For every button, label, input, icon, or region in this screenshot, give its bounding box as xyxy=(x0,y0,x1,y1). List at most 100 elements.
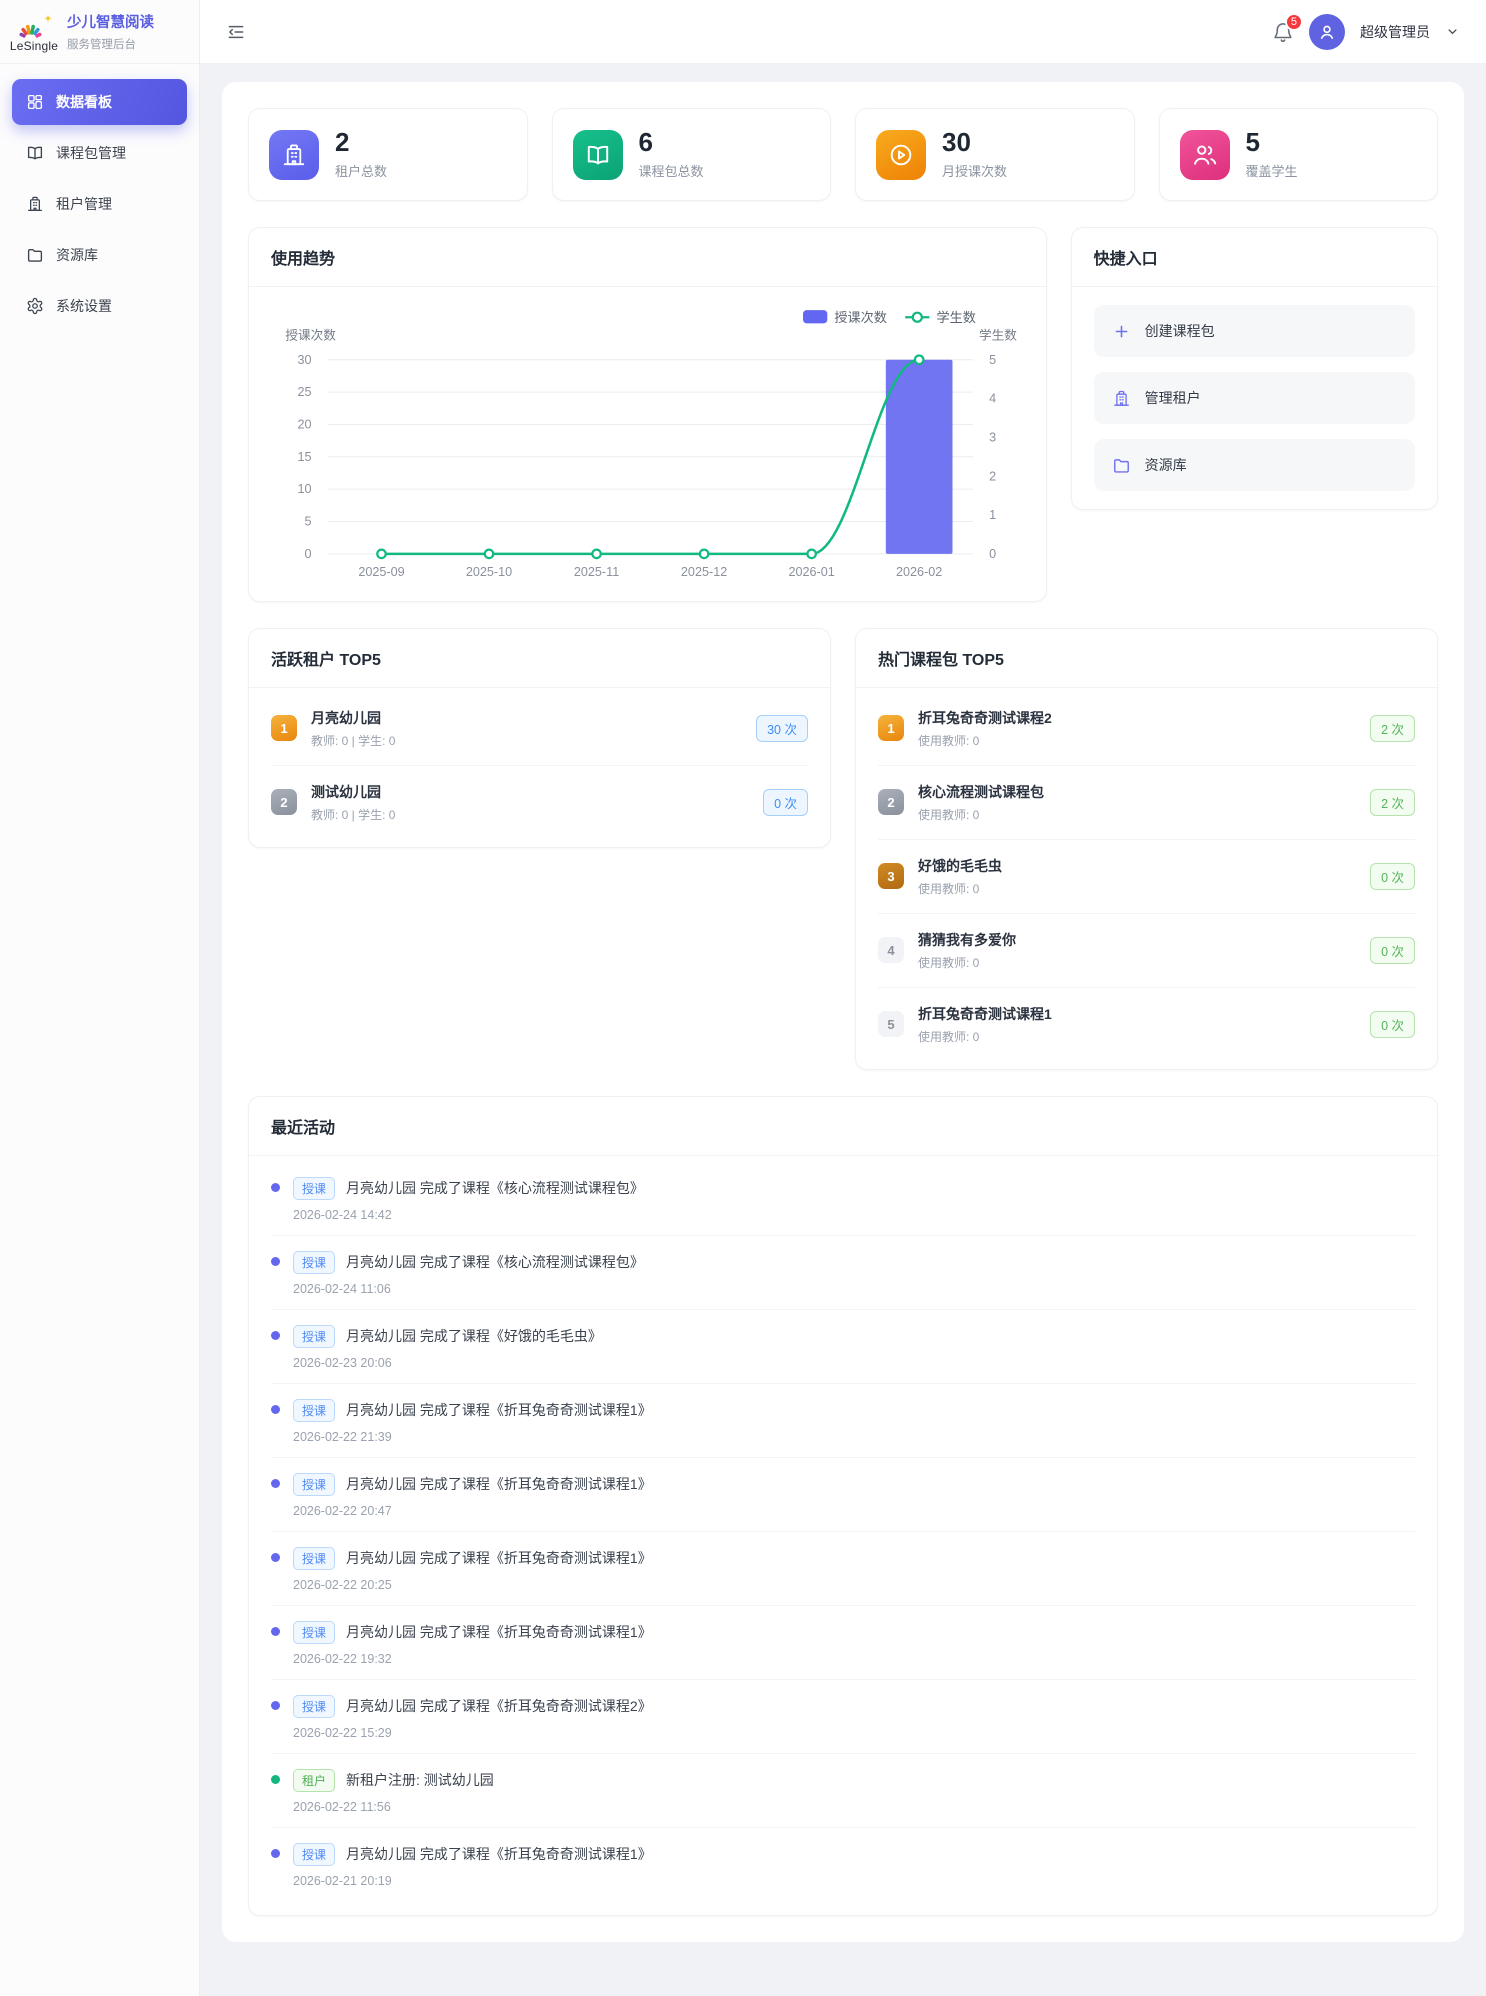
svg-text:4: 4 xyxy=(989,392,996,406)
package-meta: 使用教师: 0 xyxy=(918,1029,980,1044)
rank-badge: 1 xyxy=(271,715,297,742)
rank-badge: 5 xyxy=(878,1011,904,1038)
quick-entry-card: 快捷入口 创建课程包 管理租户 xyxy=(1070,227,1438,511)
svg-text:15: 15 xyxy=(298,450,312,464)
activity-text: 月亮幼儿园 完成了课程《折耳兔奇奇测试课程1》 xyxy=(346,1624,652,1641)
activity-dot xyxy=(271,1700,280,1710)
activity-text: 月亮幼儿园 完成了课程《折耳兔奇奇测试课程2》 xyxy=(346,1698,652,1715)
active-tenants-list: 1 月亮幼儿园 教师: 0 | 学生: 0 30 次 2 xyxy=(249,688,830,847)
activity-dot xyxy=(271,1626,280,1636)
activity-type-badge: 授课 xyxy=(293,1694,336,1718)
activity-dot xyxy=(271,1404,280,1414)
usage-count-badge: 0 次 xyxy=(1370,1010,1415,1038)
svg-text:学生数: 学生数 xyxy=(937,310,976,325)
quick-entry-item[interactable]: 创建课程包 xyxy=(1093,305,1415,358)
sidebar-menu-item[interactable]: 数据看板 xyxy=(12,79,187,125)
svg-text:20: 20 xyxy=(298,418,312,432)
stats-row: 2 租户总数 6 课程包总数 xyxy=(248,108,1438,202)
stat-label: 覆盖学生 xyxy=(1245,164,1298,180)
avatar[interactable] xyxy=(1309,13,1345,50)
activity-dot xyxy=(271,1478,280,1488)
plus-icon xyxy=(1112,322,1131,341)
svg-text:学生数: 学生数 xyxy=(979,328,1017,343)
brand-logo: LeSingle 少儿智慧阅读 服务管理后台 xyxy=(0,0,199,64)
activity-dot xyxy=(271,1552,280,1562)
collapse-sidebar-icon[interactable] xyxy=(226,22,246,42)
tenant-rank-row: 2 测试幼儿园 教师: 0 | 学生: 0 0 次 xyxy=(271,766,808,839)
usage-count-badge: 2 次 xyxy=(1370,714,1415,742)
activity-time: 2026-02-22 20:25 xyxy=(293,1577,392,1592)
svg-text:2026-02: 2026-02 xyxy=(896,565,942,579)
main-area: 5 超级管理员 2 xyxy=(200,0,1486,1996)
notifications-button[interactable]: 5 xyxy=(1272,12,1303,43)
quick-entry-title: 快捷入口 xyxy=(1071,228,1437,288)
activity-text: 月亮幼儿园 完成了课程《折耳兔奇奇测试课程1》 xyxy=(346,1476,652,1493)
activity-type-badge: 授课 xyxy=(293,1546,336,1570)
activity-dot xyxy=(271,1256,280,1266)
folder-icon xyxy=(26,246,44,264)
usage-count-badge: 0 次 xyxy=(763,788,808,816)
tenant-name: 月亮幼儿园 xyxy=(311,709,381,726)
activity-text: 月亮幼儿园 完成了课程《折耳兔奇奇测试课程1》 xyxy=(346,1550,652,1567)
stat-value: 5 xyxy=(1245,127,1260,157)
activity-dot xyxy=(271,1774,280,1784)
activity-item: 授课 月亮幼儿园 完成了课程《折耳兔奇奇测试课程1》 2026-02-22 21… xyxy=(271,1384,1415,1458)
svg-text:授课次数: 授课次数 xyxy=(834,310,887,325)
quick-entry-label: 管理租户 xyxy=(1144,390,1201,407)
activity-text: 月亮幼儿园 完成了课程《核心流程测试课程包》 xyxy=(346,1254,644,1271)
activity-item: 租户 新租户注册: 测试幼儿园 2026-02-22 11:56 xyxy=(271,1754,1415,1828)
stat-label: 月授课次数 xyxy=(942,164,1008,180)
svg-text:2026-01: 2026-01 xyxy=(788,565,834,579)
activity-time: 2026-02-24 11:06 xyxy=(293,1281,391,1296)
activity-type-badge: 授课 xyxy=(293,1250,336,1274)
usage-count-badge: 30 次 xyxy=(756,714,808,742)
package-rank-row: 3 好饿的毛毛虫 使用教师: 0 0 次 xyxy=(878,840,1415,914)
sidebar: LeSingle 少儿智慧阅读 服务管理后台 数据看板 课程包管理 xyxy=(0,0,200,1996)
stat-card: 2 租户总数 xyxy=(248,108,528,202)
sidebar-menu-item[interactable]: 课程包管理 xyxy=(12,130,187,176)
book-icon xyxy=(572,129,623,180)
svg-text:5: 5 xyxy=(989,353,996,367)
dashboard-icon xyxy=(26,93,44,111)
activity-type-badge: 授课 xyxy=(293,1176,336,1200)
bell-icon xyxy=(1272,21,1294,43)
package-rank-row: 5 折耳兔奇奇测试课程1 使用教师: 0 0 次 xyxy=(878,988,1415,1061)
brand-logo-text: LeSingle xyxy=(9,39,59,53)
activity-time: 2026-02-23 20:06 xyxy=(293,1355,392,1370)
tenant-meta: 教师: 0 | 学生: 0 xyxy=(311,733,396,748)
activity-time: 2026-02-22 15:29 xyxy=(293,1725,392,1740)
dashboard-panel: 2 租户总数 6 课程包总数 xyxy=(222,82,1464,1942)
sidebar-item-label: 资源库 xyxy=(56,247,98,263)
svg-text:0: 0 xyxy=(305,547,312,561)
user-name[interactable]: 超级管理员 xyxy=(1360,23,1430,40)
recent-activity-card: 最近活动 授课 月亮幼儿园 完成了课程《核心流程测试课程包》 xyxy=(248,1095,1438,1916)
building-icon xyxy=(26,195,44,213)
activity-dot xyxy=(271,1848,280,1858)
svg-text:30: 30 xyxy=(298,353,312,367)
sidebar-menu-item[interactable]: 资源库 xyxy=(12,232,187,278)
quick-entry-item[interactable]: 管理租户 xyxy=(1093,372,1415,425)
package-meta: 使用教师: 0 xyxy=(918,807,980,822)
activity-dot xyxy=(271,1330,280,1340)
stat-card: 5 覆盖学生 xyxy=(1158,108,1438,202)
stat-card: 6 课程包总数 xyxy=(551,108,831,202)
activity-dot xyxy=(271,1182,280,1192)
package-name: 折耳兔奇奇测试课程1 xyxy=(918,1005,1052,1022)
rank-badge: 2 xyxy=(878,789,904,816)
usage-trend-title: 使用趋势 xyxy=(249,228,1046,288)
package-meta: 使用教师: 0 xyxy=(918,881,980,896)
activity-type-badge: 授课 xyxy=(293,1472,336,1496)
svg-text:5: 5 xyxy=(305,515,312,529)
sidebar-menu-item[interactable]: 系统设置 xyxy=(12,283,187,329)
activity-type-badge: 授课 xyxy=(293,1620,336,1644)
quick-entry-item[interactable]: 资源库 xyxy=(1093,439,1415,492)
sidebar-menu-item[interactable]: 租户管理 xyxy=(12,181,187,227)
hot-packages-title: 热门课程包 TOP5 xyxy=(856,629,1437,688)
rank-badge: 2 xyxy=(271,789,297,816)
tenant-rank-row: 1 月亮幼儿园 教师: 0 | 学生: 0 30 次 xyxy=(271,692,808,766)
chevron-down-icon[interactable] xyxy=(1445,24,1460,39)
book-icon xyxy=(26,144,44,162)
quick-entry-label: 资源库 xyxy=(1144,457,1187,474)
quick-entry-label: 创建课程包 xyxy=(1144,323,1215,340)
svg-text:2025-12: 2025-12 xyxy=(681,565,727,579)
